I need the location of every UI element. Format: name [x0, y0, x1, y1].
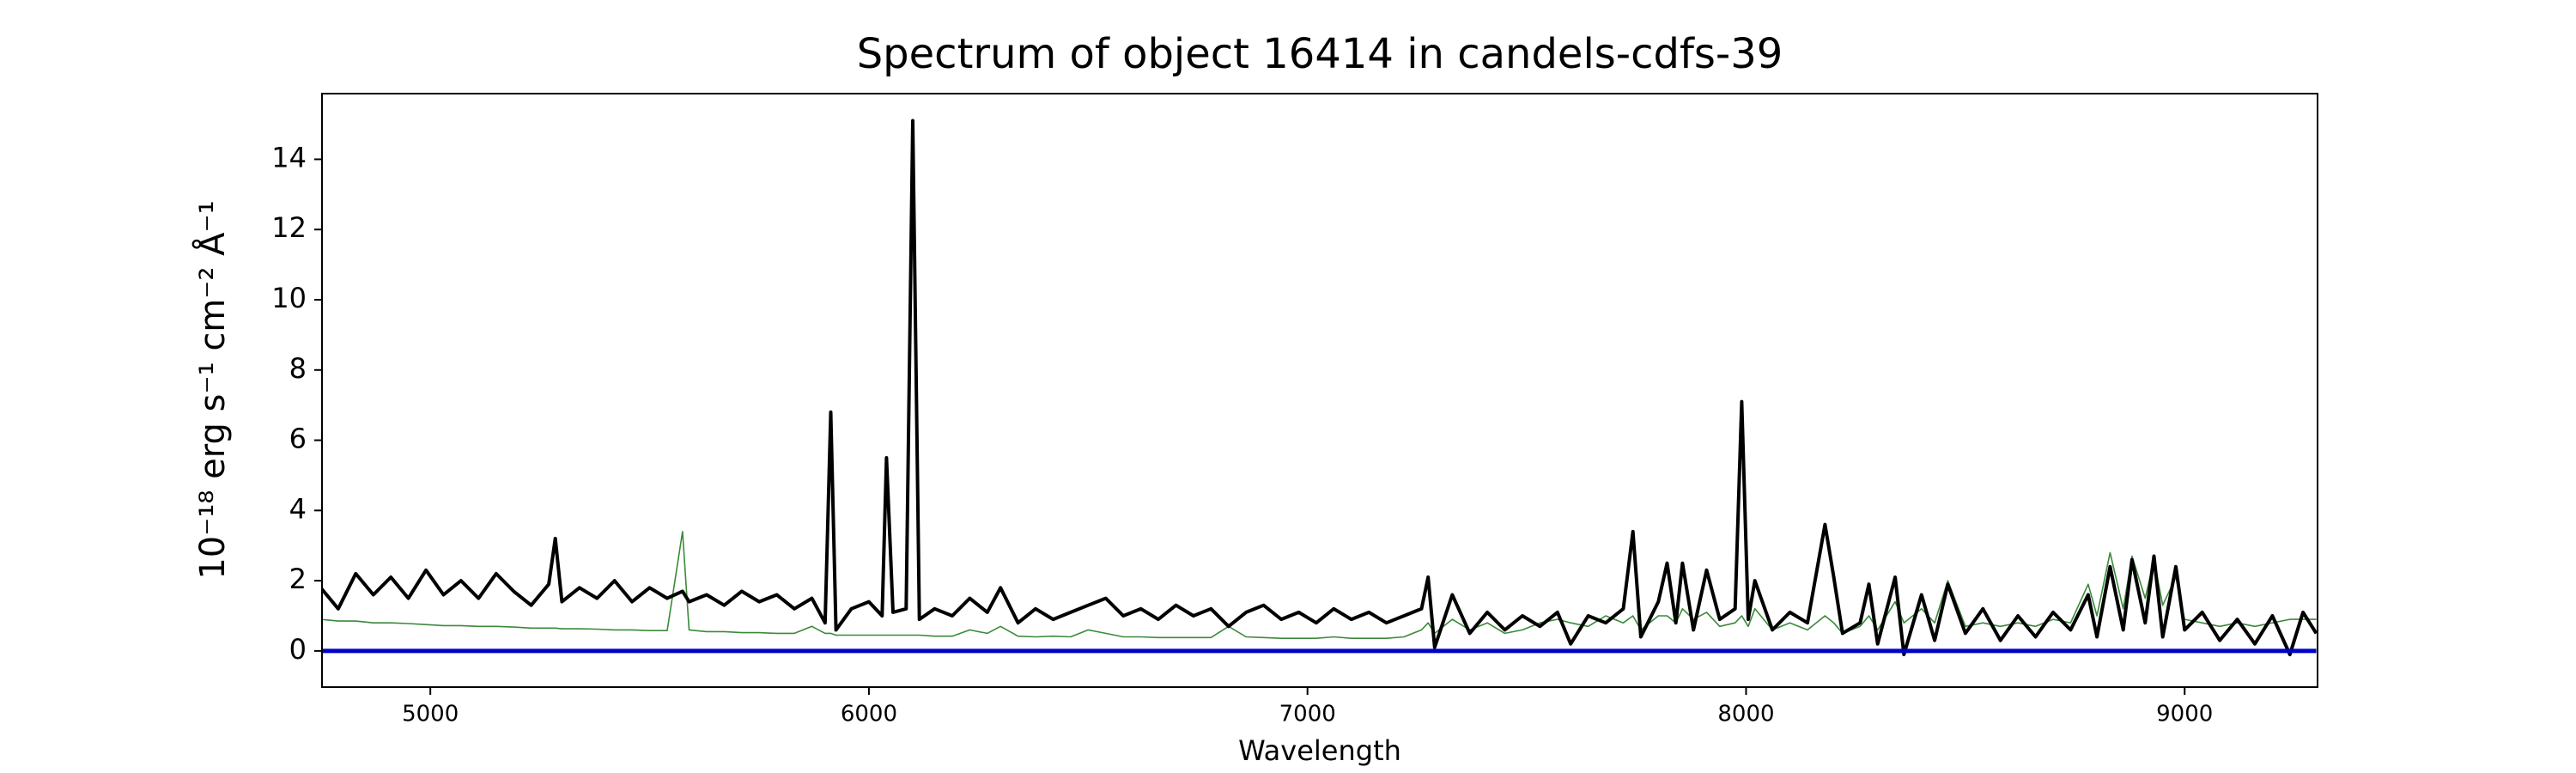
x-tick-label: 5000	[402, 702, 459, 727]
plot-frame	[321, 93, 2318, 688]
x-tick-label: 6000	[841, 702, 897, 727]
x-tick-label: 8000	[1717, 702, 1774, 727]
y-tick-label: 4	[289, 492, 307, 525]
x-axis-label: Wavelength	[1238, 734, 1401, 767]
y-tick-label: 12	[271, 211, 307, 244]
x-tick-label: 9000	[2156, 702, 2213, 727]
y-tick-label: 2	[289, 563, 307, 595]
spectrum-line	[322, 119, 2318, 656]
y-tick-label: 10	[271, 282, 307, 314]
y-axis-label: 10⁻¹⁸ erg s⁻¹ cm⁻² Å⁻¹	[191, 200, 233, 579]
y-tick-label: 14	[271, 141, 307, 173]
chart-title: Spectrum of object 16414 in candels-cdfs…	[857, 30, 1783, 78]
y-tick-label: 8	[289, 352, 307, 385]
x-tick-label: 7000	[1279, 702, 1336, 727]
y-tick-label: 0	[289, 633, 307, 666]
y-tick-label: 6	[289, 423, 307, 455]
